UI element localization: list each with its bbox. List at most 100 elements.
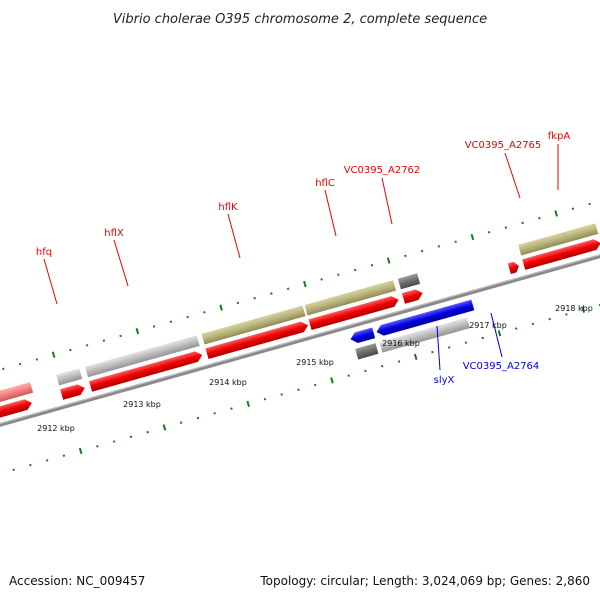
gene-feature-pink <box>0 382 34 406</box>
major-tick <box>330 377 334 384</box>
gene-label-VC0395_A2765: VC0395_A2765 <box>465 140 542 151</box>
accession-text: Accession: NC_009457 <box>9 574 145 588</box>
gene-label-slyX: slyX <box>434 375 455 386</box>
minor-tick <box>186 315 189 319</box>
upper-tick-track <box>2 202 591 371</box>
minor-tick <box>447 346 451 349</box>
kbp-label: 2914 kbp <box>209 378 247 387</box>
minor-tick <box>588 202 591 206</box>
kbp-label-track: 2912 kbp 2913 kbp 2914 kbp 2915 kbp 2916… <box>37 304 593 433</box>
gene-feature-hflC <box>304 280 397 316</box>
gene-label-fkpA: fkpA <box>548 131 571 142</box>
minor-tick <box>548 317 551 321</box>
minor-tick <box>85 344 89 347</box>
minor-tick <box>196 416 200 420</box>
gene-feature-VC0395_A2764 <box>379 317 470 353</box>
kbp-label: 2916 kbp <box>382 339 420 348</box>
leader-line-slyX <box>436 325 441 371</box>
minor-tick <box>2 367 5 371</box>
major-tick <box>51 351 56 358</box>
major-tick <box>246 400 250 408</box>
gene-feature-hfq <box>56 368 83 386</box>
reverse-gene-labels <box>436 312 503 371</box>
minor-tick <box>370 264 374 267</box>
major-tick <box>581 306 585 313</box>
kbp-label: 2918 kbp <box>555 304 593 313</box>
minor-tick <box>62 454 66 457</box>
major-tick <box>162 424 167 431</box>
major-tick <box>78 447 83 455</box>
sequence-backbone <box>0 200 600 475</box>
minor-tick <box>514 327 518 330</box>
kbp-label: 2915 kbp <box>296 358 334 367</box>
minor-tick <box>102 339 106 342</box>
sequence-backbone-highlight <box>0 200 600 473</box>
minor-tick <box>431 350 434 354</box>
forward-arrow-hflC <box>308 296 399 330</box>
minor-tick <box>521 221 524 225</box>
reverse-arrow-VC0395_A2764 <box>376 299 475 336</box>
kbp-label: 2912 kbp <box>37 424 75 433</box>
gene-label-hfq: hfq <box>36 247 52 258</box>
forward-arrow-pink <box>0 399 32 421</box>
minor-tick <box>538 216 541 220</box>
minor-tick <box>203 311 206 314</box>
gene-feature-fkpA <box>518 223 599 256</box>
forward-arrow-hflX <box>89 351 203 392</box>
gene-label-hflX: hflX <box>104 228 124 239</box>
kbp-label: 2917 kbp <box>469 321 507 330</box>
feature-band <box>0 200 600 475</box>
minor-tick <box>404 254 407 258</box>
gene-feature-hflX <box>85 335 200 378</box>
minor-tick <box>280 393 283 396</box>
kbp-label: 2913 kbp <box>123 400 161 409</box>
minor-tick <box>12 468 15 472</box>
gene-label-VC0395_A2762: VC0395_A2762 <box>344 165 421 176</box>
minor-tick <box>69 348 72 352</box>
minor-tick <box>364 369 367 373</box>
minor-tick <box>230 407 233 410</box>
minor-tick <box>313 383 317 387</box>
summary-text: Topology: circular; Length: 3,024,069 bp… <box>259 574 590 588</box>
leader-line-hflK <box>227 213 241 259</box>
minor-tick <box>320 278 323 281</box>
minor-tick <box>112 440 116 443</box>
minor-tick <box>263 397 267 401</box>
minor-tick <box>487 231 491 234</box>
minor-tick <box>18 362 22 366</box>
major-tick <box>470 233 475 241</box>
minor-tick <box>45 459 49 462</box>
major-tick <box>219 304 223 311</box>
minor-tick <box>380 364 384 368</box>
forward-arrow-VC0395_A2762 <box>401 289 423 304</box>
leader-line-hflC <box>324 189 337 237</box>
minor-tick <box>353 268 357 272</box>
major-tick <box>386 257 391 264</box>
minor-tick <box>35 358 39 361</box>
minor-tick <box>146 430 149 434</box>
forward-arrow-fkpA <box>522 239 600 270</box>
minor-tick <box>270 292 273 295</box>
major-tick <box>554 210 558 217</box>
minor-tick <box>420 249 424 253</box>
forward-gene-label-text: hfq hflX hflK hflC VC0395_A2762 VC0395_A… <box>36 131 571 258</box>
minor-tick <box>397 360 401 363</box>
gene-feature-VC0395_A2762 <box>397 273 421 290</box>
minor-tick <box>96 445 99 448</box>
major-tick <box>135 328 140 335</box>
forward-gene-labels <box>43 144 559 305</box>
lower-tick-track <box>12 303 600 472</box>
gene-label-VC0395_A2764: VC0395_A2764 <box>463 361 540 372</box>
gene-label-hflC: hflC <box>315 178 335 189</box>
major-tick <box>303 280 307 288</box>
leader-line-VC0395_A2762 <box>381 177 393 225</box>
minor-tick <box>481 336 484 340</box>
gene-feature-hflK <box>201 305 306 345</box>
minor-tick <box>119 334 122 338</box>
gene-label-hflK: hflK <box>218 202 238 213</box>
map-title: Vibrio cholerae O395 chromosome 2, compl… <box>113 12 487 27</box>
forward-arrow-hfq <box>60 384 85 400</box>
minor-tick <box>571 207 575 210</box>
minor-tick <box>531 322 535 326</box>
